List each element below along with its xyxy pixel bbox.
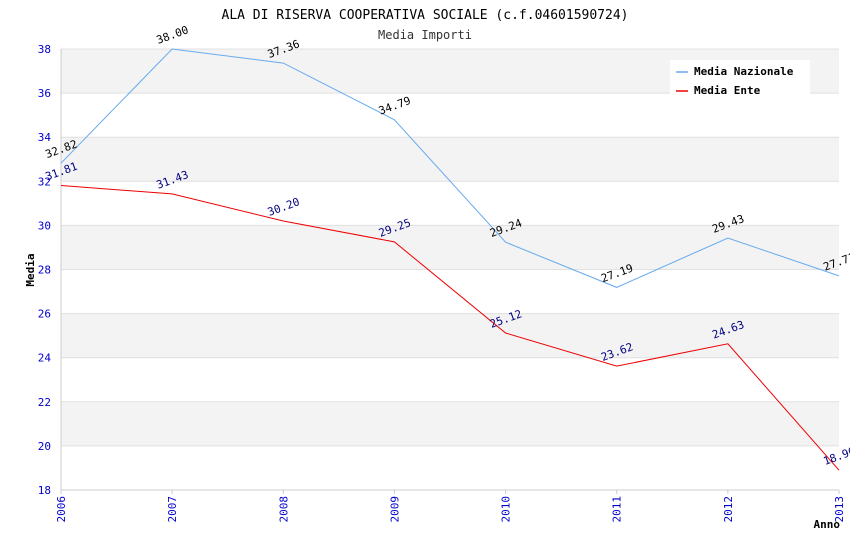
y-tick-labels: 18 20 22 24 26 28 30 32 34 36 38: [38, 43, 52, 497]
x-tick-label: 2010: [500, 496, 513, 523]
x-tick-label: 2006: [55, 496, 68, 523]
x-axis-label: Anno: [814, 518, 841, 531]
y-tick-label: 28: [38, 264, 51, 277]
y-tick-label: 24: [38, 352, 52, 365]
x-tick-labels: 2006 2007 2008 2009 2010 2011 2012 2013: [55, 490, 846, 523]
x-tick-label: 2011: [611, 496, 624, 523]
y-tick-label: 36: [38, 87, 51, 100]
legend-box: [670, 60, 810, 98]
y-tick-label: 20: [38, 440, 51, 453]
x-tick-label: 2012: [722, 496, 735, 523]
data-label: 38.00: [155, 23, 191, 47]
x-tick-label: 2013: [833, 496, 846, 523]
grid-band: [61, 137, 839, 182]
grid-band: [61, 225, 839, 270]
y-tick-label: 34: [38, 131, 52, 144]
series-line-media-nazionale: [60, 48, 840, 288]
y-tick-label: 38: [38, 43, 51, 56]
y-axis-label: Media: [24, 253, 37, 286]
legend-label-media-ente: Media Ente: [694, 84, 761, 97]
y-tick-label: 32: [38, 175, 51, 188]
y-tick-label: 26: [38, 308, 51, 321]
series-lines: [60, 48, 840, 471]
x-tick-label: 2008: [277, 496, 290, 523]
grid-band: [61, 401, 839, 446]
y-tick-label: 22: [38, 396, 51, 409]
y-tick-label: 30: [38, 219, 51, 232]
data-label: 18.90: [822, 444, 850, 468]
data-label: 34.79: [377, 94, 413, 118]
x-tick-label: 2007: [166, 496, 179, 523]
series-line-media-ente: [60, 185, 840, 471]
legend: Media Nazionale Media Ente: [670, 60, 810, 98]
grid-band: [61, 313, 839, 358]
data-label: 30.20: [266, 195, 302, 219]
chart-title: ALA DI RISERVA COOPERATIVA SOCIALE (c.f.…: [222, 8, 629, 23]
chart-subtitle: Media Importi: [378, 28, 472, 42]
grid-bands: [61, 49, 839, 446]
x-tick-label: 2009: [388, 496, 401, 523]
legend-label-media-nazionale: Media Nazionale: [694, 65, 794, 78]
y-tick-label: 18: [38, 484, 51, 497]
